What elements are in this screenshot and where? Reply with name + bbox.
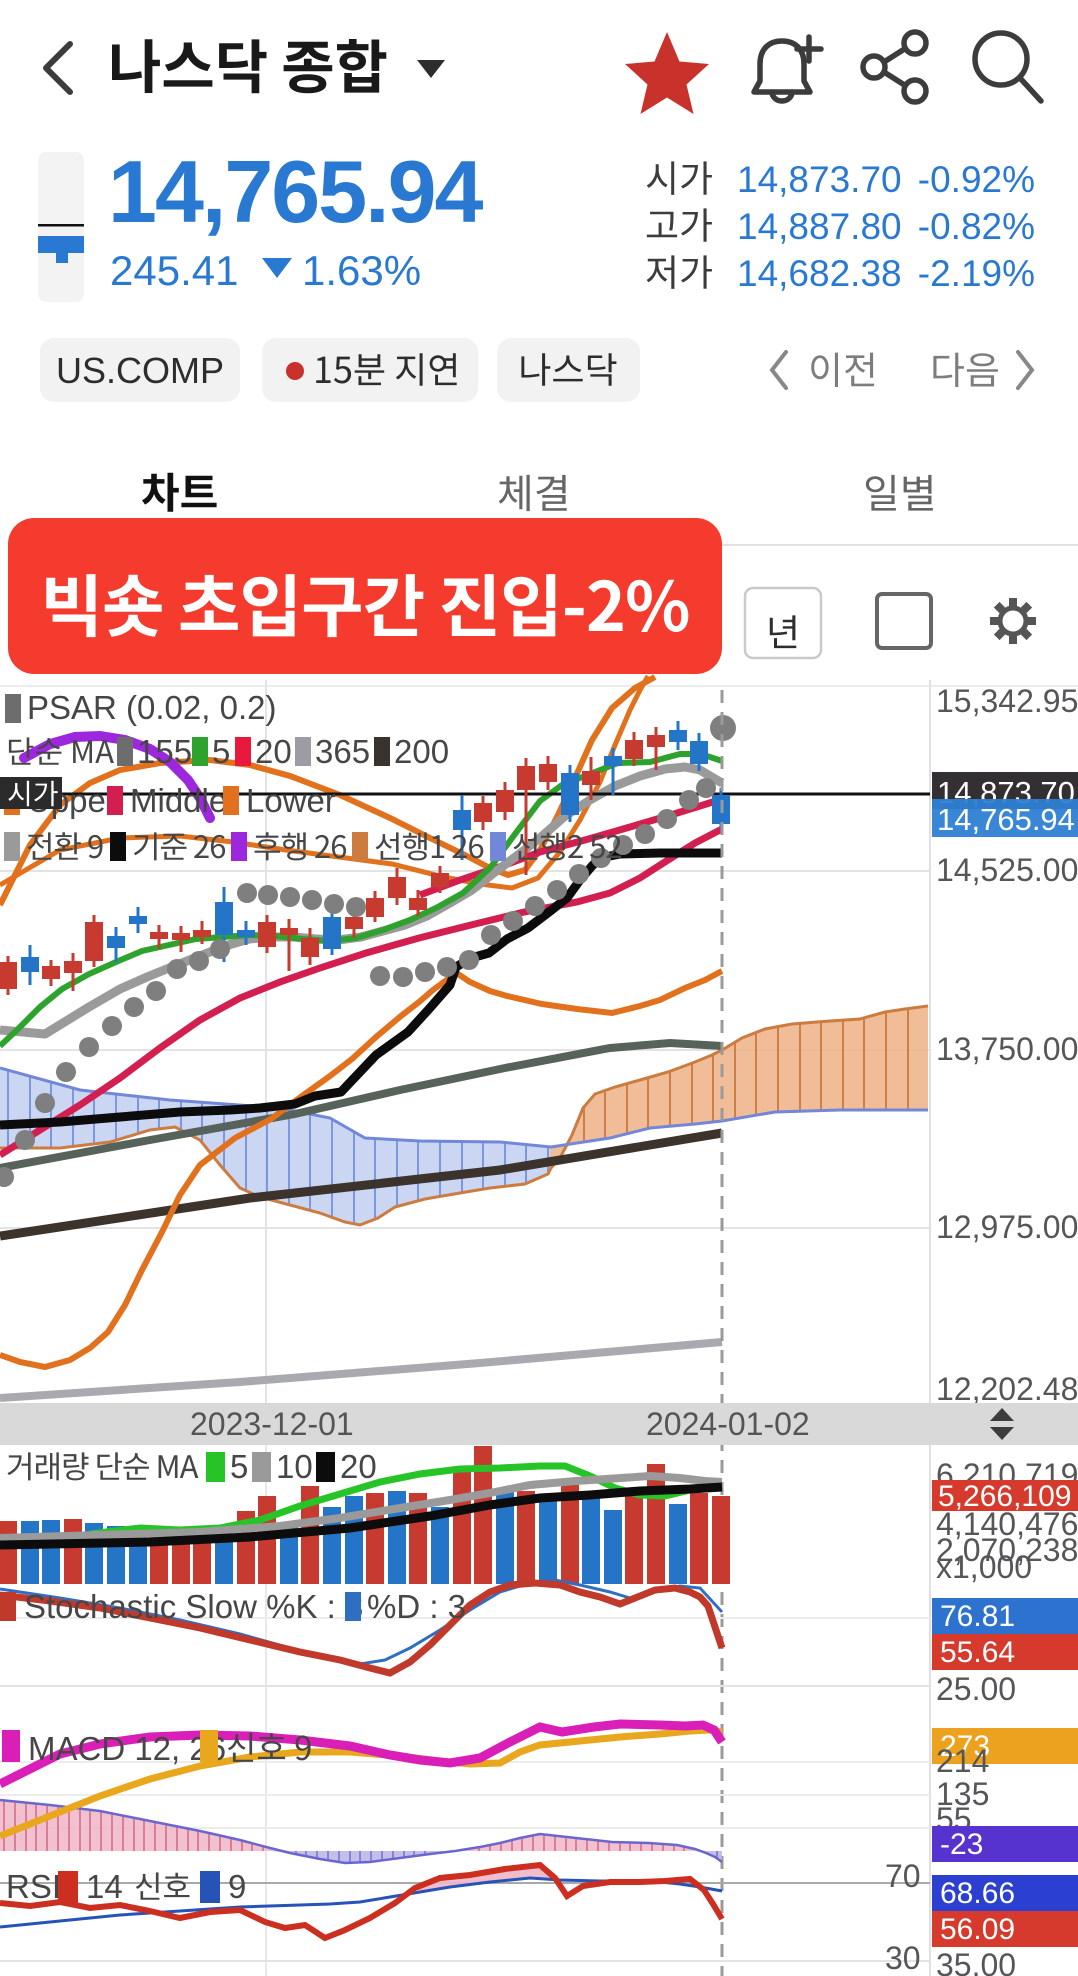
svg-text:14,765.94: 14,765.94	[108, 142, 484, 241]
svg-text:4,140,476: 4,140,476	[936, 1506, 1078, 1542]
svg-text:70: 70	[885, 1858, 921, 1894]
svg-text:25.00: 25.00	[936, 1671, 1016, 1707]
svg-text:273: 273	[940, 1730, 990, 1763]
svg-text:365: 365	[315, 733, 370, 770]
svg-text:US.COMP: US.COMP	[56, 350, 224, 391]
svg-text:14,682.38: 14,682.38	[737, 253, 902, 294]
svg-text:5,266,109: 5,266,109	[938, 1480, 1071, 1513]
svg-text:12,202.48: 12,202.48	[936, 1371, 1078, 1407]
svg-text:14: 14	[86, 1868, 123, 1905]
svg-text:76.81: 76.81	[940, 1600, 1015, 1633]
svg-text:PSAR (0.02, 0.2): PSAR (0.02, 0.2)	[27, 689, 276, 726]
svg-text:245.41: 245.41	[110, 247, 238, 294]
svg-text:14,873.70: 14,873.70	[737, 159, 902, 200]
svg-text:-2.19%: -2.19%	[918, 253, 1035, 294]
svg-text:68.66: 68.66	[940, 1877, 1015, 1910]
svg-text:214: 214	[936, 1743, 989, 1779]
svg-text:200: 200	[394, 733, 449, 770]
svg-text:9: 9	[228, 1868, 246, 1905]
svg-text:10: 10	[276, 1448, 313, 1485]
svg-text:15,342.95: 15,342.95	[936, 683, 1078, 719]
svg-text:2,070,238: 2,070,238	[936, 1532, 1078, 1568]
svg-text:5: 5	[230, 1448, 248, 1485]
svg-text:Stochastic Slow %K : 3: Stochastic Slow %K : 3	[24, 1588, 363, 1625]
svg-text:155: 155	[137, 733, 192, 770]
svg-text:20: 20	[340, 1448, 377, 1485]
svg-text:x1,000: x1,000	[936, 1549, 1032, 1585]
svg-text:Lower: Lower	[246, 782, 336, 819]
svg-text:MACD 12, 26: MACD 12, 26	[28, 1730, 226, 1767]
svg-text:20: 20	[255, 733, 292, 770]
svg-text:-0.92%: -0.92%	[918, 159, 1035, 200]
svg-text:14,887.80: 14,887.80	[737, 206, 902, 247]
svg-text:%D : 3: %D : 3	[367, 1588, 466, 1625]
svg-text:14,525.00: 14,525.00	[936, 852, 1078, 888]
svg-text:5: 5	[212, 733, 230, 770]
svg-text:-23: -23	[940, 1828, 983, 1861]
svg-text:RSI: RSI	[6, 1868, 61, 1905]
svg-text:56.09: 56.09	[940, 1913, 1015, 1946]
svg-text:14,765.94: 14,765.94	[937, 802, 1075, 837]
svg-text:35.00: 35.00	[936, 1947, 1016, 1976]
svg-text:135: 135	[936, 1776, 989, 1812]
svg-text:Middle: Middle	[130, 782, 227, 819]
svg-text:55.64: 55.64	[940, 1636, 1015, 1669]
svg-text:-0.82%: -0.82%	[918, 206, 1035, 247]
svg-text:13,750.00: 13,750.00	[936, 1031, 1078, 1067]
svg-text:12,975.00: 12,975.00	[936, 1209, 1078, 1245]
svg-text:30: 30	[885, 1940, 921, 1976]
svg-text:1.63%: 1.63%	[302, 247, 421, 294]
svg-text:2023-12-01: 2023-12-01	[190, 1406, 354, 1442]
svg-text:2024-01-02: 2024-01-02	[646, 1406, 810, 1442]
